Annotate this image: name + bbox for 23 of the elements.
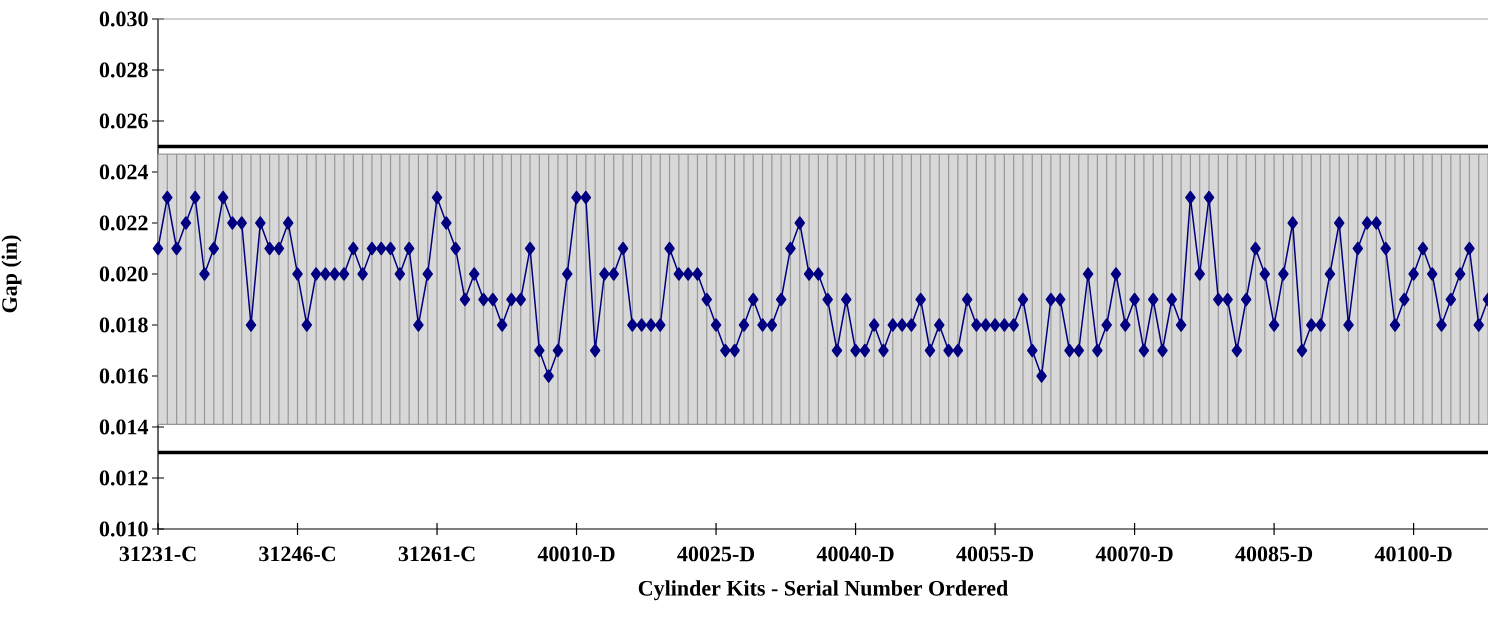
y-tick-label: 0.010 xyxy=(99,521,148,537)
y-tick-label: 0.020 xyxy=(99,266,148,282)
x-tick-label: 31231-C xyxy=(119,546,196,562)
x-tick-label: 40085-D xyxy=(1235,546,1313,562)
x-tick-label: 40055-D xyxy=(956,546,1034,562)
y-tick-label: 0.022 xyxy=(99,215,148,231)
y-tick-label: 0.024 xyxy=(99,164,149,180)
x-tick-label: 31246-C xyxy=(259,546,335,562)
y-tick-label: 0.026 xyxy=(99,113,148,129)
x-tick-label: 40025-D xyxy=(677,546,755,562)
y-tick-label: 0.018 xyxy=(99,317,148,333)
y-tick-label: 0.030 xyxy=(99,11,148,27)
y-tick-label: 0.014 xyxy=(99,419,149,435)
x-tick-label: 40040-D xyxy=(816,546,894,562)
y-tick-label: 0.012 xyxy=(99,470,148,486)
x-tick-label: 40010-D xyxy=(537,546,615,562)
y-tick-label: 0.016 xyxy=(99,368,148,384)
y-axis-title: Gap (in) xyxy=(1,235,22,313)
x-tick-label: 40070-D xyxy=(1095,546,1173,562)
x-axis-title: Cylinder Kits - Serial Number Ordered xyxy=(638,580,1009,601)
y-tick-label: 0.028 xyxy=(99,62,148,78)
x-tick-label: 31261-C xyxy=(398,546,475,562)
x-tick-label: 40100-D xyxy=(1374,546,1452,562)
